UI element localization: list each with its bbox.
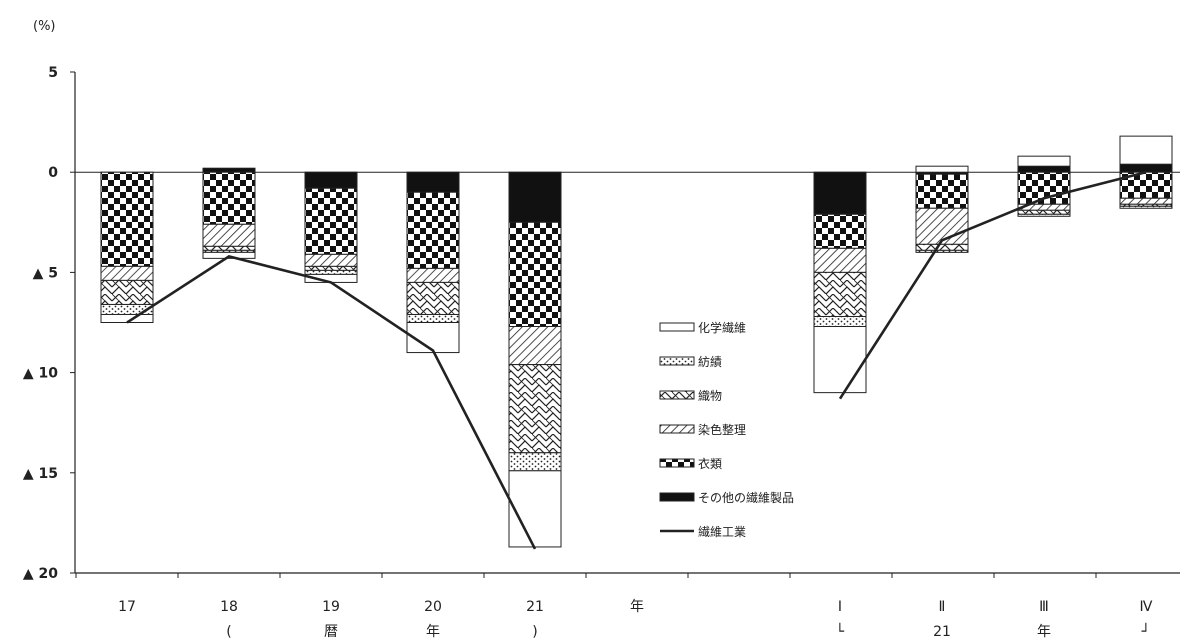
legend-swatch <box>659 356 695 366</box>
total-line-quarterly <box>838 170 1147 400</box>
x-category-label: 18 <box>220 599 238 615</box>
x-category-label: Ⅱ <box>939 599 946 615</box>
bar-segment <box>813 271 867 317</box>
bar-segment <box>813 247 867 273</box>
axes <box>70 71 1180 578</box>
bar-segment <box>813 326 867 394</box>
bar-segment <box>202 171 256 225</box>
y-unit-label: (%) <box>33 19 56 34</box>
x-category-label: Ⅲ <box>1039 599 1049 615</box>
bar-segment <box>406 281 460 315</box>
bar-segment <box>1017 155 1071 167</box>
bar-segment <box>508 221 562 328</box>
legend-label: 繊維工業 <box>698 525 746 539</box>
bar-segment <box>304 171 358 189</box>
bar-segment <box>202 245 256 251</box>
bar-segment <box>406 171 460 193</box>
legend-label: 衣類 <box>698 456 722 471</box>
x-group-label: 年 <box>426 624 440 640</box>
x-category-label: 17 <box>118 599 136 615</box>
bars <box>100 135 1173 548</box>
bar-segment <box>915 165 969 173</box>
bar-segment <box>1017 165 1071 173</box>
bar-segment <box>304 269 358 275</box>
legend-label: 紡績 <box>698 354 722 369</box>
x-group-label: 年 <box>630 599 644 615</box>
bar-segment <box>508 326 562 366</box>
bar-segment <box>508 452 562 472</box>
bar-segment <box>813 315 867 328</box>
legend-swatch <box>659 390 695 400</box>
x-group-label: ) <box>532 624 537 640</box>
x-category-label: 19 <box>322 599 340 615</box>
y-tick-label: ▲ 5 <box>33 265 58 281</box>
bar-segment <box>915 207 969 245</box>
bar-segment <box>406 267 460 283</box>
bar-segment <box>915 173 969 209</box>
bar-segment <box>1017 213 1071 217</box>
x-group-label: ┘ <box>1142 623 1150 640</box>
y-tick-label: 0 <box>48 165 58 181</box>
y-tick-label: ▲ 10 <box>23 366 58 382</box>
y-tick-label: ▲ 15 <box>23 466 58 482</box>
bar-segment <box>202 167 256 173</box>
bar-segment <box>813 213 867 249</box>
legend-swatch <box>659 322 695 332</box>
x-category-label: 21 <box>526 599 544 615</box>
bar-segment <box>1119 163 1173 173</box>
x-group-label: 暦 <box>324 624 338 640</box>
legend-label: 染色整理 <box>698 422 746 437</box>
bar-segment <box>813 171 867 215</box>
bar-segment <box>508 171 562 223</box>
bar-segment <box>1017 209 1071 215</box>
y-tick-label: ▲ 20 <box>23 566 58 582</box>
bar-segment <box>406 191 460 269</box>
bar-segment <box>1119 205 1173 209</box>
bar-segment <box>915 243 969 251</box>
bar-segment <box>304 187 358 255</box>
x-category-label: Ⅳ <box>1140 599 1153 615</box>
bar-segment <box>304 265 358 271</box>
x-group-label: 21 <box>933 624 951 640</box>
x-group-label: └ <box>836 623 845 640</box>
legend-label: 化学繊維 <box>698 320 746 335</box>
x-category-label: Ⅰ <box>838 599 842 615</box>
bar-segment <box>508 364 562 454</box>
bar-segment <box>202 223 256 247</box>
bar-segment <box>1119 197 1173 205</box>
bar-segment <box>508 470 562 548</box>
bar-segment <box>100 171 154 267</box>
x-group-label: ( <box>226 624 231 640</box>
bar-segment <box>406 313 460 324</box>
x-category-label: 20 <box>424 599 442 615</box>
bar-segment <box>304 253 358 267</box>
bar-segment <box>1119 135 1173 165</box>
bar-segment <box>100 279 154 305</box>
legend-swatch <box>659 424 695 434</box>
total-line <box>126 170 1147 550</box>
legend-label: 織物 <box>698 389 722 403</box>
bar-segment <box>100 265 154 281</box>
total-line-annual <box>126 254 537 550</box>
y-tick-label: 5 <box>48 65 58 81</box>
x-group-label: 年 <box>1037 624 1051 640</box>
legend-label: その他の繊維製品 <box>698 491 794 505</box>
legend-swatch <box>659 492 695 502</box>
legend-swatch <box>659 458 695 468</box>
axis-labels: 5 0 ▲ 5 ▲ 10 ▲ 15 ▲ 20 (%) 17 18 19 20 21 Ⅰ Ⅱ Ⅲ Ⅳ 年 ( 暦 年) └… <box>23 19 1153 640</box>
bar-segment <box>915 249 969 253</box>
